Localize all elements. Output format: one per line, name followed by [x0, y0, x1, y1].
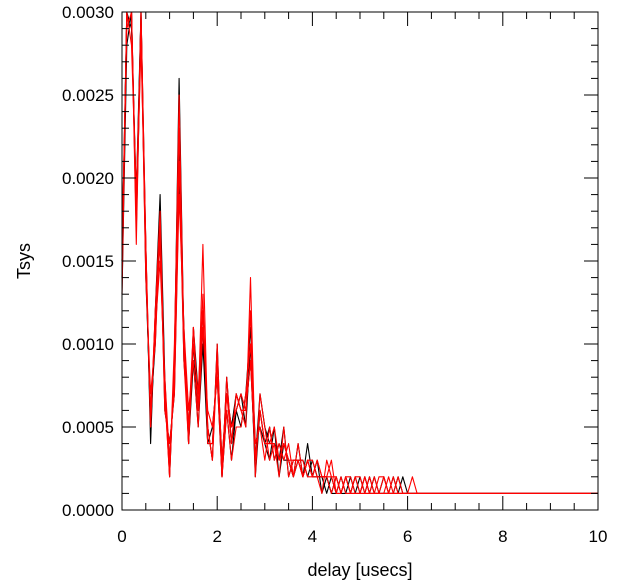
x-tick-label: 10	[589, 527, 608, 546]
y-tick-label: 0.0020	[62, 169, 114, 188]
series-line-6	[121, 11, 598, 494]
x-tick-label: 4	[308, 527, 317, 546]
y-tick-label: 0.0005	[62, 418, 114, 437]
y-tick-label: 0.0000	[62, 501, 114, 520]
plot-area	[121, 11, 598, 494]
x-tick-label: 6	[403, 527, 412, 546]
x-tick-label: 2	[212, 527, 221, 546]
series-line-1	[121, 11, 598, 494]
series-line-5	[121, 11, 598, 494]
x-tick-label: 8	[498, 527, 507, 546]
y-axis-label: Tsys	[14, 243, 34, 279]
series-line-3	[121, 11, 598, 494]
series-line-7	[121, 11, 598, 494]
plot-frame	[121, 11, 599, 511]
y-tick-label: 0.0030	[62, 3, 114, 22]
axis-tick-labels: 0 2 4 6 8 10 0.0000 0.0005 0.0010 0.0015 0.0020 0.0…	[62, 3, 607, 546]
axis-ticks	[121, 11, 599, 511]
x-tick-label: 0	[117, 527, 126, 546]
y-tick-label: 0.0025	[62, 86, 114, 105]
y-tick-label: 0.0010	[62, 335, 114, 354]
y-tick-label: 0.0015	[62, 252, 114, 271]
x-axis-label: delay [usecs]	[307, 560, 412, 580]
series-line-2	[121, 11, 598, 494]
series-line-4	[121, 11, 598, 494]
